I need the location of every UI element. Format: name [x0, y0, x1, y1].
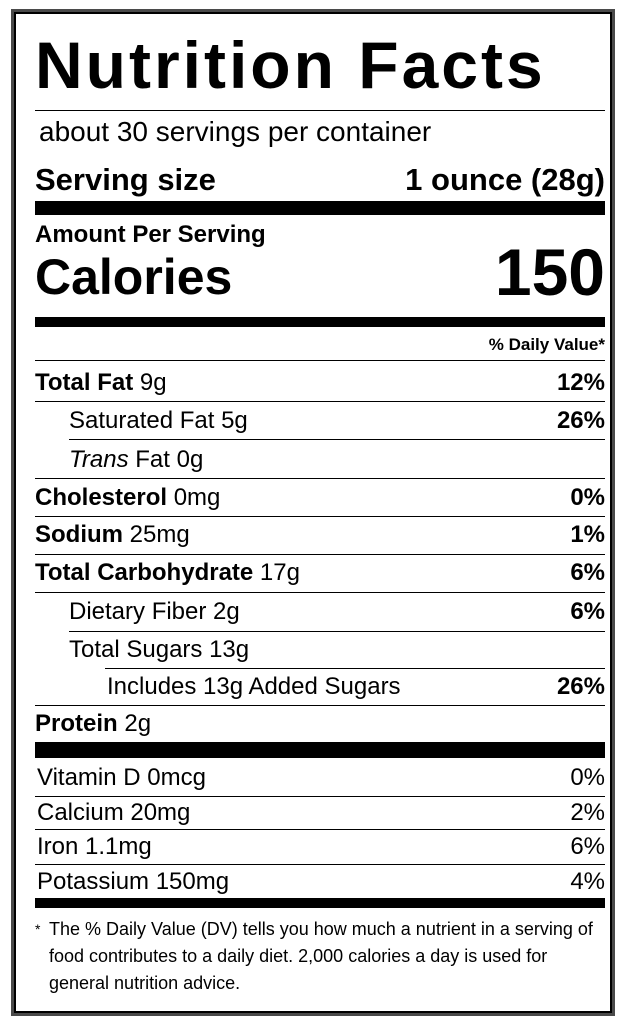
nutrition-label: Nutrition Facts about 30 servings per co… — [14, 12, 612, 1013]
nutrient-row-cholesterol: Cholesterol 0mg 0% — [35, 480, 605, 516]
vitamin-row-vitamin-d: Vitamin D 0mcg 0% — [35, 760, 605, 796]
thick-rule-top — [35, 201, 605, 215]
footnote-marker: * — [35, 921, 41, 937]
divider — [35, 796, 605, 797]
servings-per-container: about 30 servings per container — [39, 116, 432, 147]
nutrient-row-added-sugars: Includes 13g Added Sugars 26% — [35, 669, 605, 705]
nutrient-row-dietary-fiber: Dietary Fiber 2g 6% — [35, 594, 605, 630]
daily-value-percent: 6% — [570, 833, 605, 860]
divider — [35, 516, 605, 517]
thick-rule-footnote — [35, 898, 605, 908]
title-rule — [35, 110, 605, 111]
daily-value-percent: 6% — [570, 559, 605, 586]
divider — [69, 439, 605, 440]
amount-per-serving: Amount Per Serving — [35, 221, 266, 248]
divider — [35, 829, 605, 830]
daily-value-percent: 1% — [570, 521, 605, 548]
divider — [35, 401, 605, 402]
footnote: * The % Daily Value (DV) tells you how m… — [35, 916, 605, 997]
divider — [35, 864, 605, 865]
divider — [69, 631, 605, 632]
divider — [105, 668, 605, 669]
divider — [35, 360, 605, 361]
divider — [35, 705, 605, 706]
vitamin-row-calcium: Calcium 20mg 2% — [35, 795, 605, 831]
daily-value-header: % Daily Value* — [488, 335, 605, 354]
daily-value-percent: 26% — [556, 407, 605, 434]
divider — [35, 592, 605, 593]
daily-value-percent: 12% — [556, 369, 605, 396]
nutrient-row-total-sugars: Total Sugars 13g — [69, 636, 250, 663]
outer-frame — [11, 9, 615, 1016]
vitamin-row-iron: Iron 1.1mg 6% — [35, 829, 605, 865]
daily-value-percent: 0% — [570, 484, 605, 511]
divider — [35, 554, 605, 555]
calories-label: Calories — [35, 249, 233, 305]
thick-rule-calories — [35, 317, 605, 327]
daily-value-percent: 6% — [570, 598, 605, 625]
nutrient-row-saturated-fat: Saturated Fat 5g 26% — [35, 403, 605, 439]
calories-value: 150 — [494, 235, 605, 309]
nutrient-row-sodium: Sodium 25mg 1% — [35, 517, 605, 553]
daily-value-percent: 4% — [570, 868, 605, 895]
vitamin-row-potassium: Potassium 150mg 4% — [35, 864, 605, 900]
label-title: Nutrition Facts — [35, 28, 546, 102]
nutrient-row-total-fat: Total Fat 9g 12% — [35, 365, 605, 401]
serving-size-value: 1 ounce (28g) — [405, 162, 605, 197]
daily-value-percent: 0% — [570, 764, 605, 791]
daily-value-percent: 2% — [570, 799, 605, 826]
divider — [35, 478, 605, 479]
nutrient-row-total-carbohydrate: Total Carbohydrate 17g 6% — [35, 555, 605, 591]
serving-size-label: Serving size — [35, 162, 216, 197]
thick-rule-vitamins — [35, 742, 605, 758]
nutrient-row-trans-fat: Trans Fat 0g — [69, 446, 204, 473]
footnote-text: The % Daily Value (DV) tells you how muc… — [49, 919, 593, 993]
nutrient-row-protein: Protein 2g — [35, 710, 152, 737]
daily-value-percent: 26% — [556, 673, 605, 700]
